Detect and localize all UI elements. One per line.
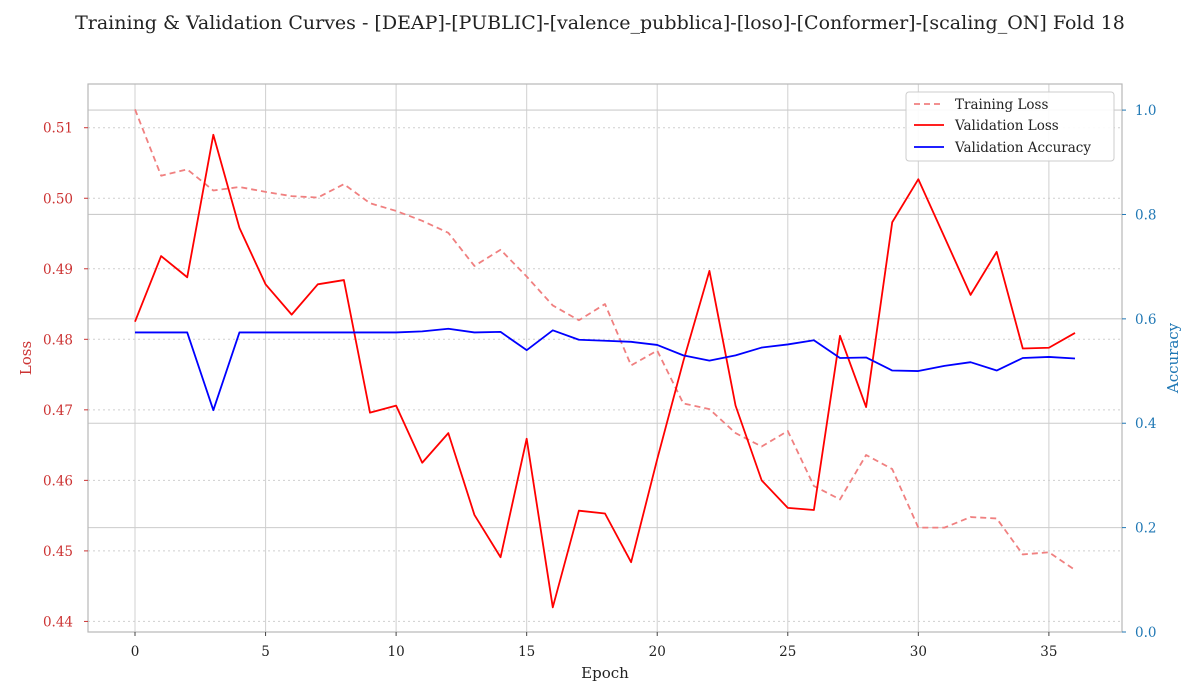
right-axis-label: Accuracy — [1164, 322, 1182, 394]
x-tick-label: 5 — [261, 644, 270, 660]
left-tick-label: 0.46 — [43, 473, 73, 489]
right-tick-label: 0.6 — [1135, 312, 1156, 328]
x-tick-label: 0 — [131, 644, 140, 660]
legend-label-validation-accuracy: Validation Accuracy — [954, 140, 1091, 156]
left-tick-label: 0.48 — [43, 332, 73, 348]
right-tick-label: 0.0 — [1135, 625, 1156, 641]
left-tick-label: 0.50 — [43, 191, 73, 207]
validation-loss-line — [134, 133, 1076, 609]
x-tick-label: 10 — [388, 644, 405, 660]
chart-title: Training & Validation Curves - [DEAP]-[P… — [75, 12, 1125, 34]
plot-frame — [87, 83, 1123, 633]
right-axis-ticks: 0.0 0.2 0.4 0.6 0.8 1.0 — [1122, 103, 1156, 641]
x-axis-ticks: 0 5 10 15 20 25 30 35 — [131, 632, 1057, 660]
left-tick-label: 0.49 — [43, 262, 73, 278]
x-tick-label: 15 — [518, 644, 535, 660]
right-tick-label: 0.2 — [1135, 521, 1156, 537]
x-tick-label: 25 — [779, 644, 796, 660]
series-layer — [134, 109, 1076, 609]
grid-layer — [88, 84, 1122, 633]
left-tick-label: 0.51 — [43, 121, 73, 137]
left-tick-label: 0.45 — [43, 544, 73, 560]
right-tick-label: 1.0 — [1135, 103, 1156, 119]
training-loss-line — [134, 109, 1076, 571]
legend-label-validation-loss: Validation Loss — [954, 118, 1059, 134]
legend: Training Loss Validation Loss Validation… — [905, 91, 1115, 162]
left-axis-ticks: 0.44 0.45 0.46 0.47 0.48 0.49 0.50 0.51 — [43, 121, 88, 630]
left-axis-label: Loss — [17, 341, 35, 375]
x-axis-label: Epoch — [581, 664, 629, 682]
x-tick-label: 20 — [649, 644, 666, 660]
validation-accuracy-line — [135, 327, 1076, 412]
legend-box — [905, 91, 1115, 162]
x-tick-label: 30 — [910, 644, 927, 660]
legend-label-training-loss: Training Loss — [955, 97, 1048, 113]
x-tick-label: 35 — [1040, 644, 1057, 660]
left-tick-label: 0.47 — [43, 403, 73, 419]
left-tick-label: 0.44 — [43, 614, 73, 630]
right-tick-label: 0.4 — [1135, 416, 1156, 432]
right-tick-label: 0.8 — [1135, 207, 1156, 223]
